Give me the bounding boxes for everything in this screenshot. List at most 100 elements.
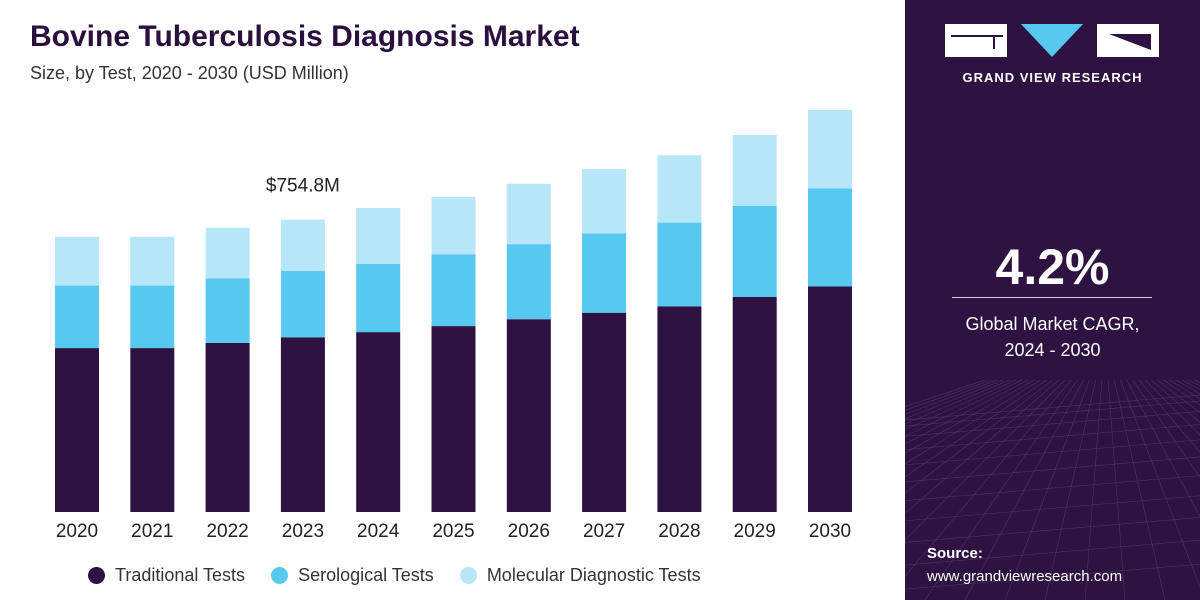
- x-tick-label: 2027: [583, 521, 625, 542]
- legend-item: Molecular Diagnostic Tests: [459, 564, 701, 586]
- legend-item: Traditional Tests: [88, 565, 245, 586]
- bar-segment-2024-molecular-diagnostic-tests: [356, 207, 401, 264]
- grid-line: [1120, 380, 1200, 588]
- bar-segment-2029-serological-tests: [732, 205, 777, 297]
- legend-label: Traditional Tests: [115, 564, 246, 585]
- bar-segment-2029-molecular-diagnostic-tests: [732, 135, 777, 206]
- x-tick-label: 2028: [658, 521, 700, 542]
- x-tick-label: 2020: [56, 521, 98, 542]
- grid-line: [905, 456, 1200, 483]
- grid-line: [905, 394, 1200, 421]
- grid-line: [905, 495, 1200, 522]
- bar-segment-2030-molecular-diagnostic-tests: [808, 110, 852, 189]
- bar-segment-2021-traditional-tests: [130, 348, 175, 512]
- x-tick-label: 2021: [131, 521, 173, 542]
- grid-line: [1113, 380, 1166, 600]
- grid-line: [905, 517, 1200, 543]
- bar-segment-2028-traditional-tests: [657, 306, 702, 512]
- legend-swatch: [88, 566, 105, 584]
- grid-line: [905, 380, 1011, 425]
- x-tick-label: 2025: [432, 521, 474, 542]
- grid-line: [905, 380, 1042, 465]
- bar-segment-2027-serological-tests: [582, 233, 627, 313]
- bar-segment-2026-traditional-tests: [506, 319, 551, 512]
- grid-line: [905, 411, 1200, 437]
- grid-line: [1162, 380, 1200, 406]
- chart-subtitle: Size, by Test, 2020 - 2030 (USD Million): [30, 63, 349, 83]
- grid-line: [964, 380, 1084, 600]
- bar-segment-2030-serological-tests: [808, 188, 852, 287]
- bar-segment-2023-molecular-diagnostic-tests: [280, 219, 325, 271]
- bar-segment-2022-serological-tests: [205, 278, 250, 343]
- grid-line: [905, 380, 1005, 420]
- x-tick-label: 2030: [809, 521, 851, 542]
- chart-legend: Traditional Tests Serological Tests Molecu…: [88, 562, 727, 588]
- cagr-label: Global Market CAGR, 2024 - 2030: [905, 311, 1200, 363]
- grid-line: [1175, 380, 1200, 395]
- grid-line: [1107, 380, 1126, 600]
- bar-segment-2028-serological-tests: [657, 222, 702, 307]
- grid-line: [905, 380, 993, 411]
- x-tick-label: 2024: [357, 521, 400, 542]
- grid-line: [924, 380, 1078, 600]
- grid-line: [905, 475, 1200, 501]
- stacked-bar-chart: 2020 2021 2022 2023 2024 2025 2026 2027 2028 2029…: [55, 110, 852, 542]
- brand-name: GRAND VIEW RESEARCH: [962, 70, 1143, 85]
- bar-segment-2025-serological-tests: [431, 254, 476, 327]
- grid-line: [905, 439, 1200, 466]
- source-link[interactable]: www.grandviewresearch.com: [927, 568, 1123, 585]
- bar-segment-2022-molecular-diagnostic-tests: [205, 227, 250, 279]
- grid-line: [905, 380, 1048, 478]
- cagr-divider: [952, 297, 1152, 298]
- bar-segment-2021-serological-tests: [130, 285, 175, 349]
- legend-label: Molecular Diagnostic Tests: [486, 564, 701, 585]
- bar-segment-2024-serological-tests: [356, 264, 401, 333]
- grid-line: [1187, 380, 1200, 387]
- bar-segment-2024-traditional-tests: [356, 332, 401, 512]
- x-tick-label: 2023: [282, 521, 324, 542]
- grid-line: [905, 380, 1017, 431]
- legend-swatch: [271, 566, 289, 584]
- grid-line: [905, 380, 987, 408]
- cagr-label-line2: 2024 - 2030: [1004, 340, 1101, 360]
- grid-line: [905, 400, 1200, 427]
- grid-line: [1144, 380, 1200, 436]
- bar-segment-2023-serological-tests: [280, 270, 325, 338]
- grid-line: [1181, 380, 1200, 390]
- value-annotation: $754.8M: [266, 176, 340, 197]
- grid-line: [905, 563, 1200, 590]
- x-tick-label: 2026: [508, 521, 550, 542]
- grid-line: [1156, 380, 1200, 414]
- bar-segment-2020-traditional-tests: [55, 348, 99, 512]
- grid-line: [1132, 380, 1200, 478]
- grid-line: [1168, 380, 1200, 400]
- grand-view-research-logo: [945, 24, 1159, 57]
- chart-panel: Bovine Tuberculosis Diagnosis Market Siz…: [30, 20, 852, 588]
- bar-segment-2021-molecular-diagnostic-tests: [130, 236, 175, 286]
- grid-decoration: [905, 380, 1200, 600]
- legend-item: Serological Tests: [271, 565, 434, 586]
- source-label: Source:: [927, 545, 983, 562]
- grid-line: [905, 380, 1029, 445]
- bar-segment-2022-traditional-tests: [205, 342, 250, 512]
- grid-line: [905, 380, 1054, 494]
- grid-line: [1138, 380, 1200, 453]
- bar-segment-2029-traditional-tests: [732, 296, 777, 512]
- grid-line: [1150, 380, 1200, 423]
- grid-line: [905, 380, 1066, 541]
- grid-line: [1084, 380, 1103, 600]
- bar-segment-2026-molecular-diagnostic-tests: [506, 183, 551, 245]
- cagr-value: 4.2%: [995, 239, 1110, 295]
- grid-line: [905, 424, 1200, 450]
- x-tick-label: 2029: [734, 521, 776, 542]
- bar-segment-2027-molecular-diagnostic-tests: [582, 169, 627, 234]
- bar-segment-2020-molecular-diagnostic-tests: [55, 236, 99, 286]
- info-sidebar: GRAND VIEW RESEARCH 4.2% Global Market C…: [905, 0, 1200, 600]
- chart-title: Bovine Tuberculosis Diagnosis Market: [30, 20, 580, 53]
- grid-line: [1044, 380, 1097, 600]
- grid-line: [905, 380, 999, 415]
- bar-segment-2020-serological-tests: [55, 285, 99, 349]
- grid-line: [905, 539, 1200, 566]
- bar-segment-2023-traditional-tests: [280, 337, 325, 512]
